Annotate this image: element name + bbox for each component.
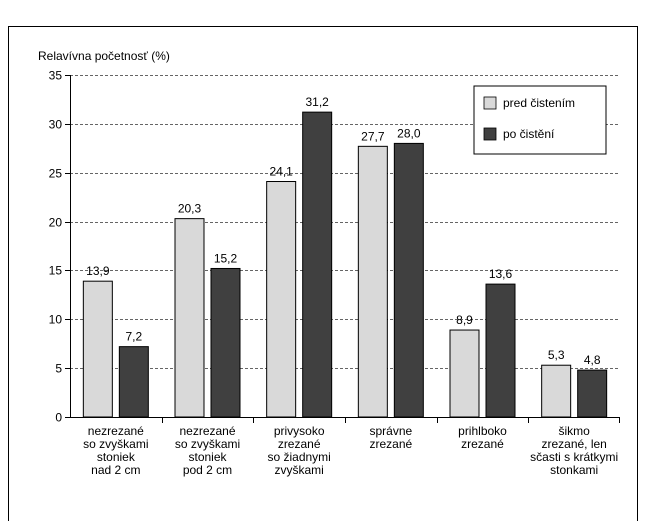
category-label: nezrezané — [179, 424, 235, 438]
bar-pred-cistenim — [82, 280, 113, 418]
category-label: privysoko — [274, 424, 325, 438]
bar-pred-cistenim — [266, 181, 297, 418]
value-label: 24,1 — [269, 165, 293, 179]
y-tick-label: 5 — [55, 362, 62, 376]
value-label: 27,7 — [361, 129, 385, 143]
y-tick-label: 25 — [49, 167, 63, 181]
bar-po-cisteni — [485, 283, 516, 418]
legend-label-po: po čistění — [503, 127, 555, 141]
bar-po-cisteni — [118, 346, 149, 418]
category-label: zrezané — [369, 437, 412, 451]
category-label: stoniek — [188, 450, 227, 464]
value-label: 31,2 — [305, 95, 329, 109]
value-label: 28,0 — [397, 126, 421, 140]
category-label: prihlboko — [458, 424, 507, 438]
category-label: nad 2 cm — [91, 463, 140, 477]
y-tick-label: 10 — [49, 313, 63, 327]
value-label: 4,8 — [584, 353, 601, 367]
y-ticks: 0 5 10 15 20 25 30 35 — [49, 69, 620, 425]
bars — [82, 111, 608, 418]
category-label: správne — [369, 424, 412, 438]
category-label: so zvyškami — [83, 437, 148, 451]
legend-swatch-pred — [483, 96, 497, 110]
value-labels: 13,9 7,2 20,3 15,2 24,1 31,2 27,7 28,0 8,9 13,6 5,… — [86, 95, 601, 367]
bar-po-cisteni — [577, 369, 608, 418]
category-label: nezrezané — [88, 424, 144, 438]
y-axis-title: Relavívna početnosť (%) — [38, 49, 170, 63]
category-label: stoniek — [97, 450, 136, 464]
category-label: zvyškami — [274, 463, 323, 477]
bar-pred-cistenim — [174, 218, 205, 418]
category-label: zrezané, len — [541, 437, 606, 451]
value-label: 20,3 — [178, 202, 202, 216]
category-label: so žiadnymi — [267, 450, 330, 464]
bar-pred-cistenim — [541, 364, 572, 418]
category-label: stonkami — [550, 463, 598, 477]
y-tick-label: 35 — [49, 69, 63, 83]
bar-po-cisteni — [393, 142, 424, 418]
value-label: 8,9 — [456, 313, 473, 327]
category-label: šikmo — [558, 424, 590, 438]
category-label: zrezané — [461, 437, 504, 451]
category-label: zrezané — [278, 437, 321, 451]
legend-label-pred: pred čistením — [503, 96, 575, 110]
bar-pred-cistenim — [449, 329, 480, 418]
y-tick-label: 15 — [49, 264, 63, 278]
legend-swatch-po — [483, 127, 497, 141]
y-tick-label: 30 — [49, 118, 63, 132]
gridlines — [70, 75, 620, 369]
category-label: pod 2 cm — [183, 463, 232, 477]
category-label: sčasti s krátkymi — [530, 450, 618, 464]
bar-po-cisteni — [210, 267, 241, 418]
value-label: 5,3 — [548, 348, 565, 362]
y-tick-label: 0 — [55, 411, 62, 425]
bar-pred-cistenim — [357, 145, 388, 418]
value-label: 15,2 — [214, 251, 238, 265]
legend: pred čistením po čistění — [473, 85, 607, 155]
category-label: so zvyškami — [175, 437, 240, 451]
bar-po-cisteni — [302, 111, 333, 418]
value-label: 13,6 — [489, 267, 513, 281]
value-label: 13,9 — [86, 264, 110, 278]
y-tick-label: 20 — [49, 216, 63, 230]
value-label: 7,2 — [125, 330, 142, 344]
